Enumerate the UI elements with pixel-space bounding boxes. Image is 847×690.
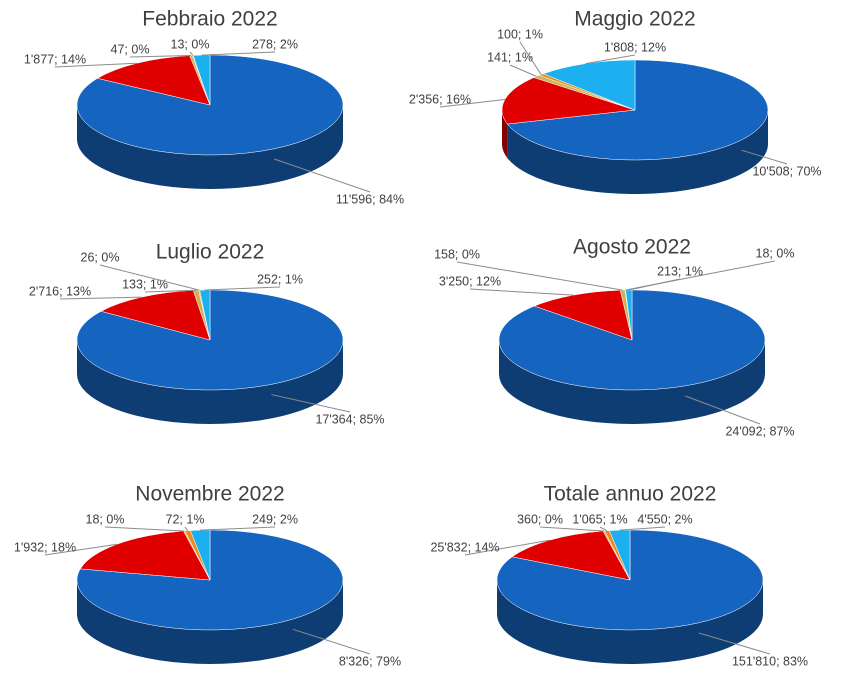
data-label: 18; 0% bbox=[86, 512, 125, 526]
leader-line bbox=[184, 526, 189, 532]
data-label: 100; 1% bbox=[497, 27, 543, 41]
data-label: 11'596; 84% bbox=[336, 192, 404, 206]
leader-line bbox=[144, 289, 196, 293]
leader-line bbox=[54, 62, 138, 68]
data-label: 18; 0% bbox=[756, 246, 795, 260]
leader-line bbox=[292, 628, 371, 655]
leader-line bbox=[619, 526, 666, 531]
leader-line bbox=[464, 539, 550, 556]
leader-line bbox=[129, 55, 192, 58]
data-label: 2'356; 16% bbox=[409, 92, 471, 106]
data-label: 17'364; 85% bbox=[315, 412, 384, 426]
pie-slice bbox=[533, 289, 633, 341]
leader-line bbox=[469, 288, 574, 296]
leader-line bbox=[44, 543, 118, 556]
leader-line bbox=[274, 158, 371, 193]
pie-slice bbox=[501, 77, 636, 125]
data-label: 1'808; 12% bbox=[604, 40, 666, 54]
data-label: 3'250; 12% bbox=[439, 274, 501, 288]
data-label: 8'326; 79% bbox=[339, 654, 401, 668]
data-label: 133; 1% bbox=[122, 277, 168, 291]
pie-side bbox=[77, 580, 343, 664]
leader-line bbox=[685, 395, 761, 425]
chart-title: Maggio 2022 bbox=[574, 8, 695, 31]
leader-line bbox=[201, 51, 276, 56]
pie-side bbox=[507, 110, 768, 194]
data-label: 360; 0% bbox=[517, 512, 563, 526]
chart-title: Luglio 2022 bbox=[156, 241, 265, 264]
pie-slice bbox=[511, 530, 631, 581]
data-label: 1'065; 1% bbox=[572, 512, 627, 526]
data-label: 26; 0% bbox=[81, 250, 120, 264]
pie-slice bbox=[79, 530, 211, 581]
leader-line bbox=[189, 51, 194, 56]
data-label: 141; 1% bbox=[487, 50, 533, 64]
data-label: 158; 0% bbox=[434, 247, 480, 261]
leader-line bbox=[585, 54, 636, 65]
data-label: 24'092; 87% bbox=[725, 424, 794, 438]
data-label: 1'932; 18% bbox=[14, 540, 76, 554]
leader-line bbox=[204, 286, 281, 291]
pie-side bbox=[77, 340, 343, 424]
chart-title: Totale annuo 2022 bbox=[544, 483, 717, 506]
data-label: 213; 1% bbox=[657, 264, 703, 278]
data-label: 2'716; 13% bbox=[29, 284, 91, 298]
leader-line bbox=[439, 99, 506, 108]
data-label: 278; 2% bbox=[252, 37, 298, 51]
data-label: 72; 1% bbox=[166, 512, 205, 526]
leader-line bbox=[698, 632, 771, 655]
leader-line bbox=[628, 278, 681, 291]
leader-line bbox=[200, 526, 276, 531]
leader-line bbox=[519, 41, 542, 75]
pie-slice bbox=[506, 59, 769, 161]
data-label: 151'810; 83% bbox=[732, 654, 808, 668]
leader-line bbox=[539, 526, 604, 532]
data-label: 252; 1% bbox=[257, 272, 303, 286]
data-label: 47; 0% bbox=[111, 42, 150, 56]
pie-side bbox=[77, 105, 343, 189]
pie-side bbox=[497, 580, 763, 664]
pie-side bbox=[499, 340, 765, 424]
leader-line bbox=[456, 261, 623, 291]
leader-line bbox=[271, 394, 351, 413]
leader-line bbox=[104, 526, 185, 532]
leader-line bbox=[509, 64, 537, 77]
data-label: 1'877; 14% bbox=[24, 52, 86, 66]
leader-line bbox=[99, 264, 200, 291]
leader-line bbox=[59, 296, 142, 300]
data-label: 4'550; 2% bbox=[637, 512, 692, 526]
data-label: 13; 0% bbox=[171, 37, 210, 51]
pie-side bbox=[502, 110, 508, 159]
leader-line bbox=[741, 149, 788, 165]
data-label: 25'832; 14% bbox=[430, 540, 499, 554]
pie-slice bbox=[609, 529, 631, 581]
leader-line bbox=[599, 526, 608, 532]
data-label: 10'508; 70% bbox=[752, 164, 821, 178]
data-label: 249; 2% bbox=[252, 512, 298, 526]
chart-title: Novembre 2022 bbox=[135, 483, 284, 506]
chart-title: Febbraio 2022 bbox=[142, 8, 277, 31]
chart-title: Agosto 2022 bbox=[573, 236, 691, 259]
